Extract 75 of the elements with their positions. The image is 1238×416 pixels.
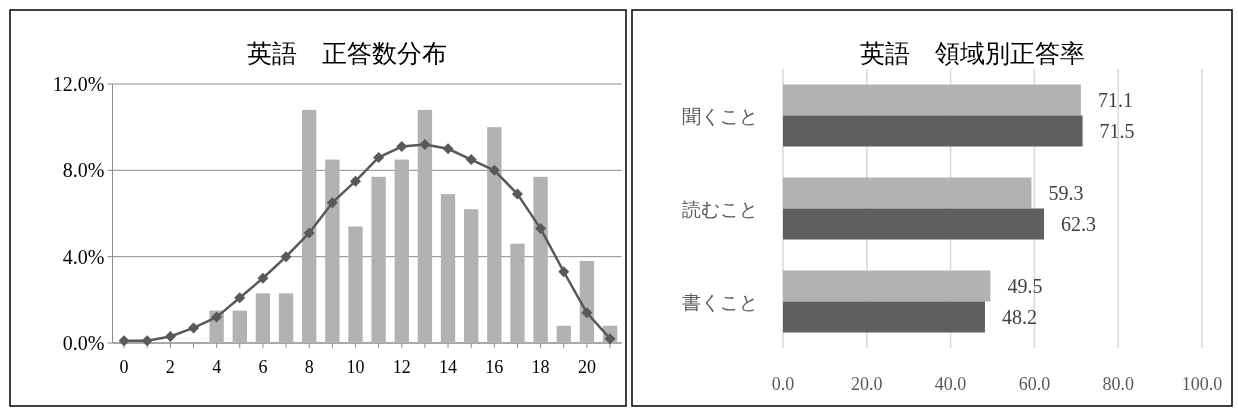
x-tick-label: 20 xyxy=(577,357,596,377)
point xyxy=(326,197,338,209)
point xyxy=(211,311,223,323)
bar xyxy=(579,260,595,343)
point xyxy=(303,227,315,239)
bar xyxy=(556,325,571,343)
bar xyxy=(394,159,409,343)
bar xyxy=(348,226,363,343)
bar xyxy=(417,109,433,343)
bar xyxy=(783,177,1032,209)
point xyxy=(164,331,176,343)
data-label: 71.1 xyxy=(1097,89,1133,111)
x-tick-label: 0.0 xyxy=(771,374,795,394)
bar xyxy=(278,293,294,343)
bar xyxy=(783,301,985,333)
bar xyxy=(510,243,525,343)
x-tick-label: 8 xyxy=(304,357,314,377)
bar xyxy=(487,127,502,343)
data-label: 62.3 xyxy=(1061,213,1097,235)
bar xyxy=(783,84,1081,116)
y-tick-label: 0.0% xyxy=(62,332,105,354)
point xyxy=(419,138,431,150)
point xyxy=(535,223,547,235)
x-tick-label: 2 xyxy=(165,357,175,377)
x-tick-label: 0 xyxy=(119,357,129,377)
chart-title: 英語 領域別正答率 xyxy=(860,39,1085,68)
x-tick-label: 80.0 xyxy=(1102,374,1134,394)
point xyxy=(488,164,500,176)
y-tick-label: 4.0% xyxy=(62,245,105,268)
x-tick-label: 12 xyxy=(392,357,411,377)
data-label: 48.2 xyxy=(1001,306,1037,328)
point xyxy=(581,307,593,319)
bar xyxy=(440,194,456,343)
point xyxy=(465,154,477,166)
x-tick-label: 4 xyxy=(212,357,222,377)
chart-title: 英語 正答数分布 xyxy=(247,39,448,68)
point xyxy=(511,188,523,200)
x-tick-label: 40.0 xyxy=(934,374,967,394)
data-label: 71.5 xyxy=(1099,120,1135,142)
point xyxy=(280,251,292,263)
bar xyxy=(325,159,340,343)
x-tick-label: 18 xyxy=(531,357,550,377)
x-tick-label: 6 xyxy=(258,357,268,377)
y-tick-label: 読むこと xyxy=(682,197,758,220)
point xyxy=(349,175,361,187)
point xyxy=(118,335,130,347)
y-tick-label: 8.0% xyxy=(62,159,105,182)
point xyxy=(257,272,269,284)
data-label: 59.3 xyxy=(1048,182,1084,204)
bar xyxy=(783,270,991,302)
point xyxy=(234,292,246,304)
bar xyxy=(371,176,386,343)
point xyxy=(396,141,408,153)
bar xyxy=(464,209,479,343)
point xyxy=(187,322,199,334)
x-tick-label: 100.0 xyxy=(1181,374,1223,394)
x-tick-label: 60.0 xyxy=(1018,374,1051,394)
point xyxy=(373,151,385,163)
bar xyxy=(255,293,271,343)
point xyxy=(558,266,570,278)
bar xyxy=(302,109,317,343)
data-label: 49.5 xyxy=(1007,275,1043,297)
bar xyxy=(533,176,548,343)
bar xyxy=(783,208,1045,240)
x-tick-label: 14 xyxy=(439,357,458,377)
x-tick-label: 10 xyxy=(346,357,365,377)
bar xyxy=(783,115,1083,147)
point xyxy=(442,143,454,155)
x-tick-label: 16 xyxy=(485,357,504,377)
y-tick-label: 書くこと xyxy=(682,290,758,313)
x-tick-label: 20.0 xyxy=(851,374,883,394)
point xyxy=(141,335,153,347)
y-tick-label: 12.0% xyxy=(52,73,105,95)
y-tick-label: 聞くこと xyxy=(682,104,758,127)
bar xyxy=(232,310,247,343)
